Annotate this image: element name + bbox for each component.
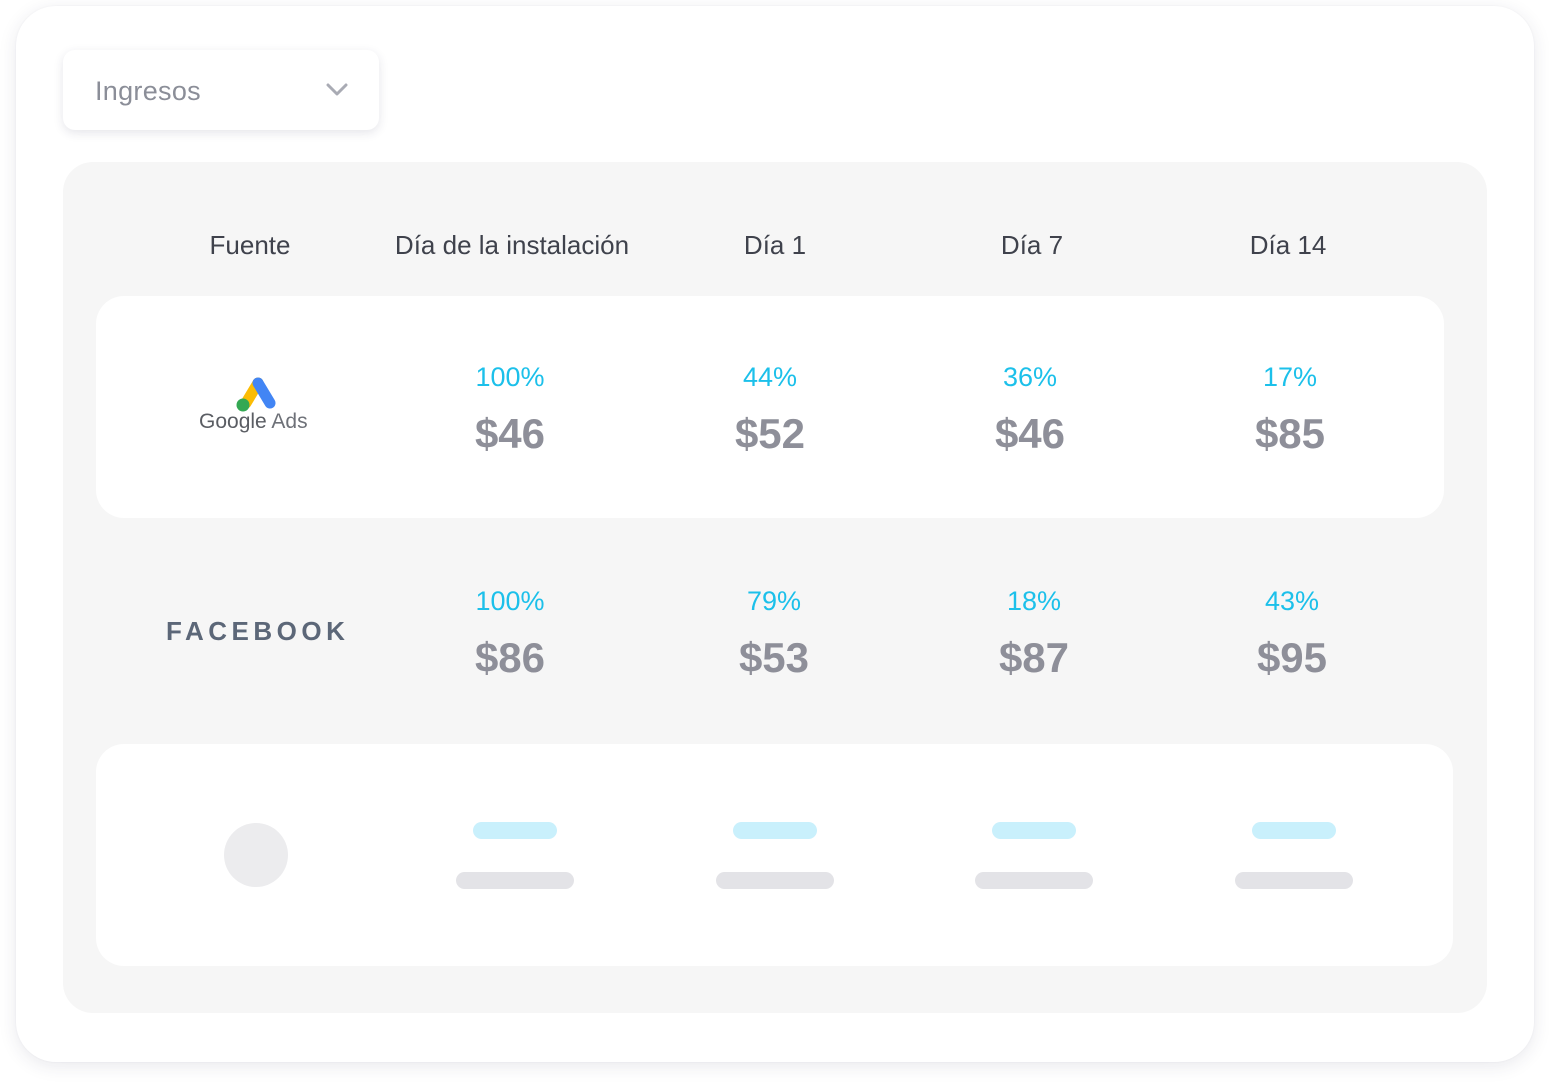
skeleton-value: [1235, 872, 1353, 889]
cell-percent: 43%: [1264, 586, 1320, 616]
metric-dropdown[interactable]: Ingresos: [63, 50, 379, 130]
cell-value: $46: [474, 410, 546, 457]
skeleton-value: [456, 872, 574, 889]
header-source: Fuente: [209, 230, 291, 260]
skeleton-value: [716, 872, 834, 889]
cell-percent: 100%: [475, 586, 545, 616]
skeleton-percent: [992, 822, 1076, 839]
header-install-day: Día de la instalación: [394, 230, 630, 260]
skeleton-value: [975, 872, 1093, 889]
skeleton-avatar: [224, 823, 288, 887]
cell-percent: 17%: [1262, 362, 1318, 392]
header-day-14: Día 14: [1249, 230, 1327, 260]
cell-percent: 79%: [746, 586, 802, 616]
cell-percent: 44%: [742, 362, 798, 392]
cell-value: $86: [474, 634, 546, 681]
ads-suffix-text: Ads: [271, 410, 308, 433]
google-ads-logo-text: Google Ads: [199, 410, 308, 434]
cell-value: $52: [734, 410, 806, 457]
table-row-google-ads[interactable]: [96, 296, 1444, 518]
google-ads-logo-icon: [236, 377, 276, 412]
cell-percent: 36%: [1002, 362, 1058, 392]
dropdown-selected-label: Ingresos: [95, 76, 201, 106]
skeleton-percent: [1252, 822, 1336, 839]
table-row-placeholder: [96, 744, 1453, 966]
facebook-logo: FACEBOOK: [166, 616, 350, 646]
chevron-down-icon[interactable]: [326, 83, 348, 97]
header-day-7: Día 7: [1000, 230, 1064, 260]
cell-percent: 100%: [475, 362, 545, 392]
header-day-1: Día 1: [743, 230, 807, 260]
cell-value: $85: [1254, 410, 1326, 457]
skeleton-percent: [473, 822, 557, 839]
cell-value: $95: [1256, 634, 1328, 681]
cell-value: $87: [998, 634, 1070, 681]
google-brand-text: Google: [199, 410, 267, 433]
cell-value: $46: [994, 410, 1066, 457]
cell-value: $53: [738, 634, 810, 681]
cell-percent: 18%: [1006, 586, 1062, 616]
skeleton-percent: [733, 822, 817, 839]
